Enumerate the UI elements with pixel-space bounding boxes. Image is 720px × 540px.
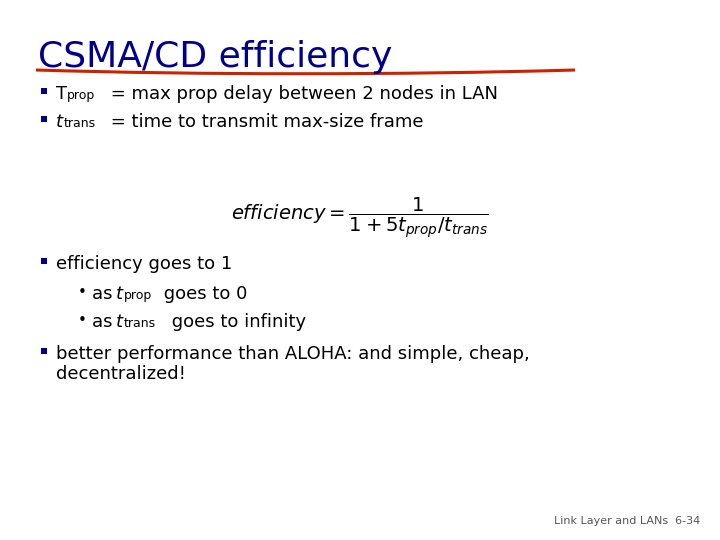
Text: •: •	[78, 285, 87, 300]
Text: efficiency goes to 1: efficiency goes to 1	[56, 255, 233, 273]
Text: as: as	[92, 313, 118, 331]
Text: = time to transmit max-size frame: = time to transmit max-size frame	[105, 113, 423, 131]
Text: t: t	[116, 285, 123, 303]
Text: CSMA/CD efficiency: CSMA/CD efficiency	[38, 40, 392, 74]
Bar	[41, 258, 47, 264]
Text: as: as	[92, 285, 118, 303]
Text: t: t	[116, 313, 123, 331]
Text: trans: trans	[124, 317, 156, 330]
Text: prop: prop	[67, 89, 95, 102]
Text: prop: prop	[124, 289, 152, 302]
Text: Link Layer and LANs  6-34: Link Layer and LANs 6-34	[554, 516, 700, 526]
Text: •: •	[78, 313, 87, 328]
Text: decentralized!: decentralized!	[56, 365, 186, 383]
Text: trans: trans	[64, 117, 96, 130]
Text: = max prop delay between 2 nodes in LAN: = max prop delay between 2 nodes in LAN	[105, 85, 498, 103]
Text: goes to 0: goes to 0	[158, 285, 248, 303]
Text: goes to infinity: goes to infinity	[166, 313, 306, 331]
Bar	[41, 116, 47, 122]
Bar	[41, 348, 47, 354]
Bar	[41, 88, 47, 94]
Text: better performance than ALOHA: and simple, cheap,: better performance than ALOHA: and simpl…	[56, 345, 530, 363]
Text: T: T	[56, 85, 67, 103]
Text: $\mathit{efficiency} = \dfrac{1}{1 + 5t_{prop}/t_{trans}}$: $\mathit{efficiency} = \dfrac{1}{1 + 5t_…	[231, 195, 489, 240]
Text: t: t	[56, 113, 63, 131]
